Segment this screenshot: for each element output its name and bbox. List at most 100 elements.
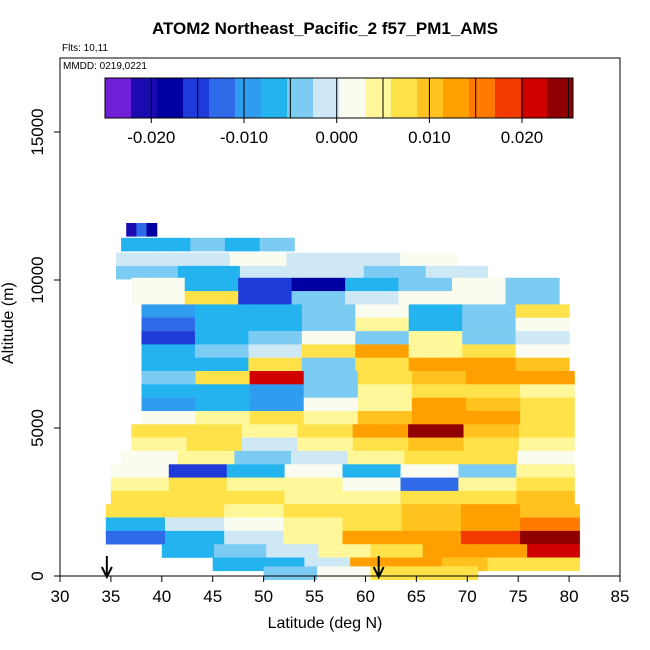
heatmap-cell (303, 397, 359, 412)
arrow-marker (372, 556, 385, 580)
heatmap-cell (355, 344, 410, 358)
colorbar-swatch (287, 78, 314, 118)
colorbar: -0.020 -0.010 0.000 0.010 0.020 (104, 77, 574, 147)
heatmap-cell (355, 317, 410, 332)
heatmap-cell (515, 331, 570, 345)
heatmap-cell (303, 384, 359, 398)
heatmap-cell (301, 344, 356, 358)
heatmap-cell (401, 504, 462, 518)
heatmap-cell (184, 291, 239, 305)
heatmap-cell (460, 450, 519, 465)
heatmap-cell (105, 530, 166, 545)
heatmap-cell (303, 371, 359, 385)
heatmap-cell (345, 291, 400, 305)
heatmap-cell (355, 304, 410, 318)
heatmap-cell (357, 411, 413, 425)
y-tick-label: 10000 (28, 256, 47, 303)
heatmap-cell (466, 371, 521, 385)
heatmap-cell (458, 477, 517, 492)
x-tick-label: 85 (611, 587, 630, 606)
heatmap-cell (452, 277, 507, 292)
heatmap-cell (146, 223, 158, 237)
heatmap-cell (301, 317, 356, 332)
heatmap-cell (249, 384, 305, 398)
heatmap-cell (168, 490, 228, 505)
heatmap-cell (408, 344, 463, 358)
heatmap-cell (226, 490, 286, 505)
heatmap-cell (520, 504, 580, 518)
colorbar-swatch (339, 78, 366, 118)
heatmap-cell (177, 450, 235, 465)
heatmap-cell (342, 464, 401, 478)
heatmap-cell (466, 384, 521, 398)
colorbar-tick-label: 0.020 (501, 128, 544, 147)
heatmap-cell (291, 450, 349, 465)
heatmap-cell (520, 411, 575, 425)
y-tick-label: 0 (28, 571, 47, 580)
heatmap-cell (318, 544, 372, 558)
heatmap-cell (347, 450, 405, 465)
heatmap-cell (398, 277, 453, 292)
x-tick-label: 50 (254, 587, 273, 606)
heatmap-cell (474, 544, 528, 558)
heatmap-cell (342, 490, 401, 505)
heatmap-cell (190, 237, 226, 252)
heatmap-cell (131, 277, 186, 292)
heatmap-cell (516, 490, 575, 505)
colorbar-swatch (365, 78, 392, 118)
heatmap-cell (458, 464, 517, 478)
heatmap-cell (195, 371, 251, 385)
heatmap-cell (520, 397, 575, 412)
heatmap-cell (284, 464, 344, 478)
mmdd-note: MMDD: 0219,0221 (63, 61, 147, 72)
heatmap-cell (283, 504, 344, 518)
heatmap-cell (342, 504, 403, 518)
heatmap-cell (248, 304, 303, 318)
heatmap-cell (516, 464, 575, 478)
heatmap-cell (195, 397, 251, 412)
heatmap-cell (352, 437, 409, 452)
heatmap-cell (355, 331, 410, 345)
heatmap-cell (184, 277, 239, 292)
heatmap-cell (141, 304, 196, 318)
heatmap-cell (116, 265, 179, 280)
heatmap-cell (520, 371, 575, 385)
colorbar-swatch (157, 78, 184, 118)
heatmap-cell (283, 530, 344, 545)
x-tick-label: 70 (458, 587, 477, 606)
heatmap-cell (404, 450, 462, 465)
heatmap-cell (226, 464, 286, 478)
heatmap-cell (286, 252, 344, 267)
heatmap-cell (195, 384, 251, 398)
heatmap-cell (411, 371, 467, 385)
heatmap-cell (284, 490, 344, 505)
heatmap-cell (303, 411, 359, 425)
heatmap-cell (466, 397, 521, 412)
x-tick-label: 75 (509, 587, 528, 606)
heatmap-cell (186, 437, 243, 452)
heatmap-cell (462, 317, 517, 332)
heatmap-cell (343, 252, 401, 267)
heatmap-cell (301, 357, 356, 372)
heatmap-cell (408, 357, 463, 372)
heatmap-cell (533, 557, 580, 572)
heatmap-cell (515, 357, 570, 372)
heatmap-cell (266, 544, 319, 558)
heatmap-cell (161, 544, 215, 558)
heatmap-cell (110, 477, 170, 492)
heatmap-cell (168, 464, 228, 478)
heatmap-cell (411, 397, 467, 412)
heatmap-cell (212, 557, 260, 572)
colorbar-swatch (495, 78, 522, 118)
heatmap-cell (400, 477, 459, 492)
heatmap-cell (505, 277, 560, 292)
heatmap-cell (520, 384, 575, 398)
heatmap-cell (301, 304, 356, 318)
heatmap-cell (224, 237, 261, 252)
colorbar-swatch (547, 78, 574, 118)
heatmap-cell (224, 517, 284, 532)
heatmap-cell (408, 317, 463, 332)
heatmap-cell (141, 317, 196, 332)
heatmap-cell (424, 566, 479, 580)
heatmap-cell (131, 291, 186, 305)
